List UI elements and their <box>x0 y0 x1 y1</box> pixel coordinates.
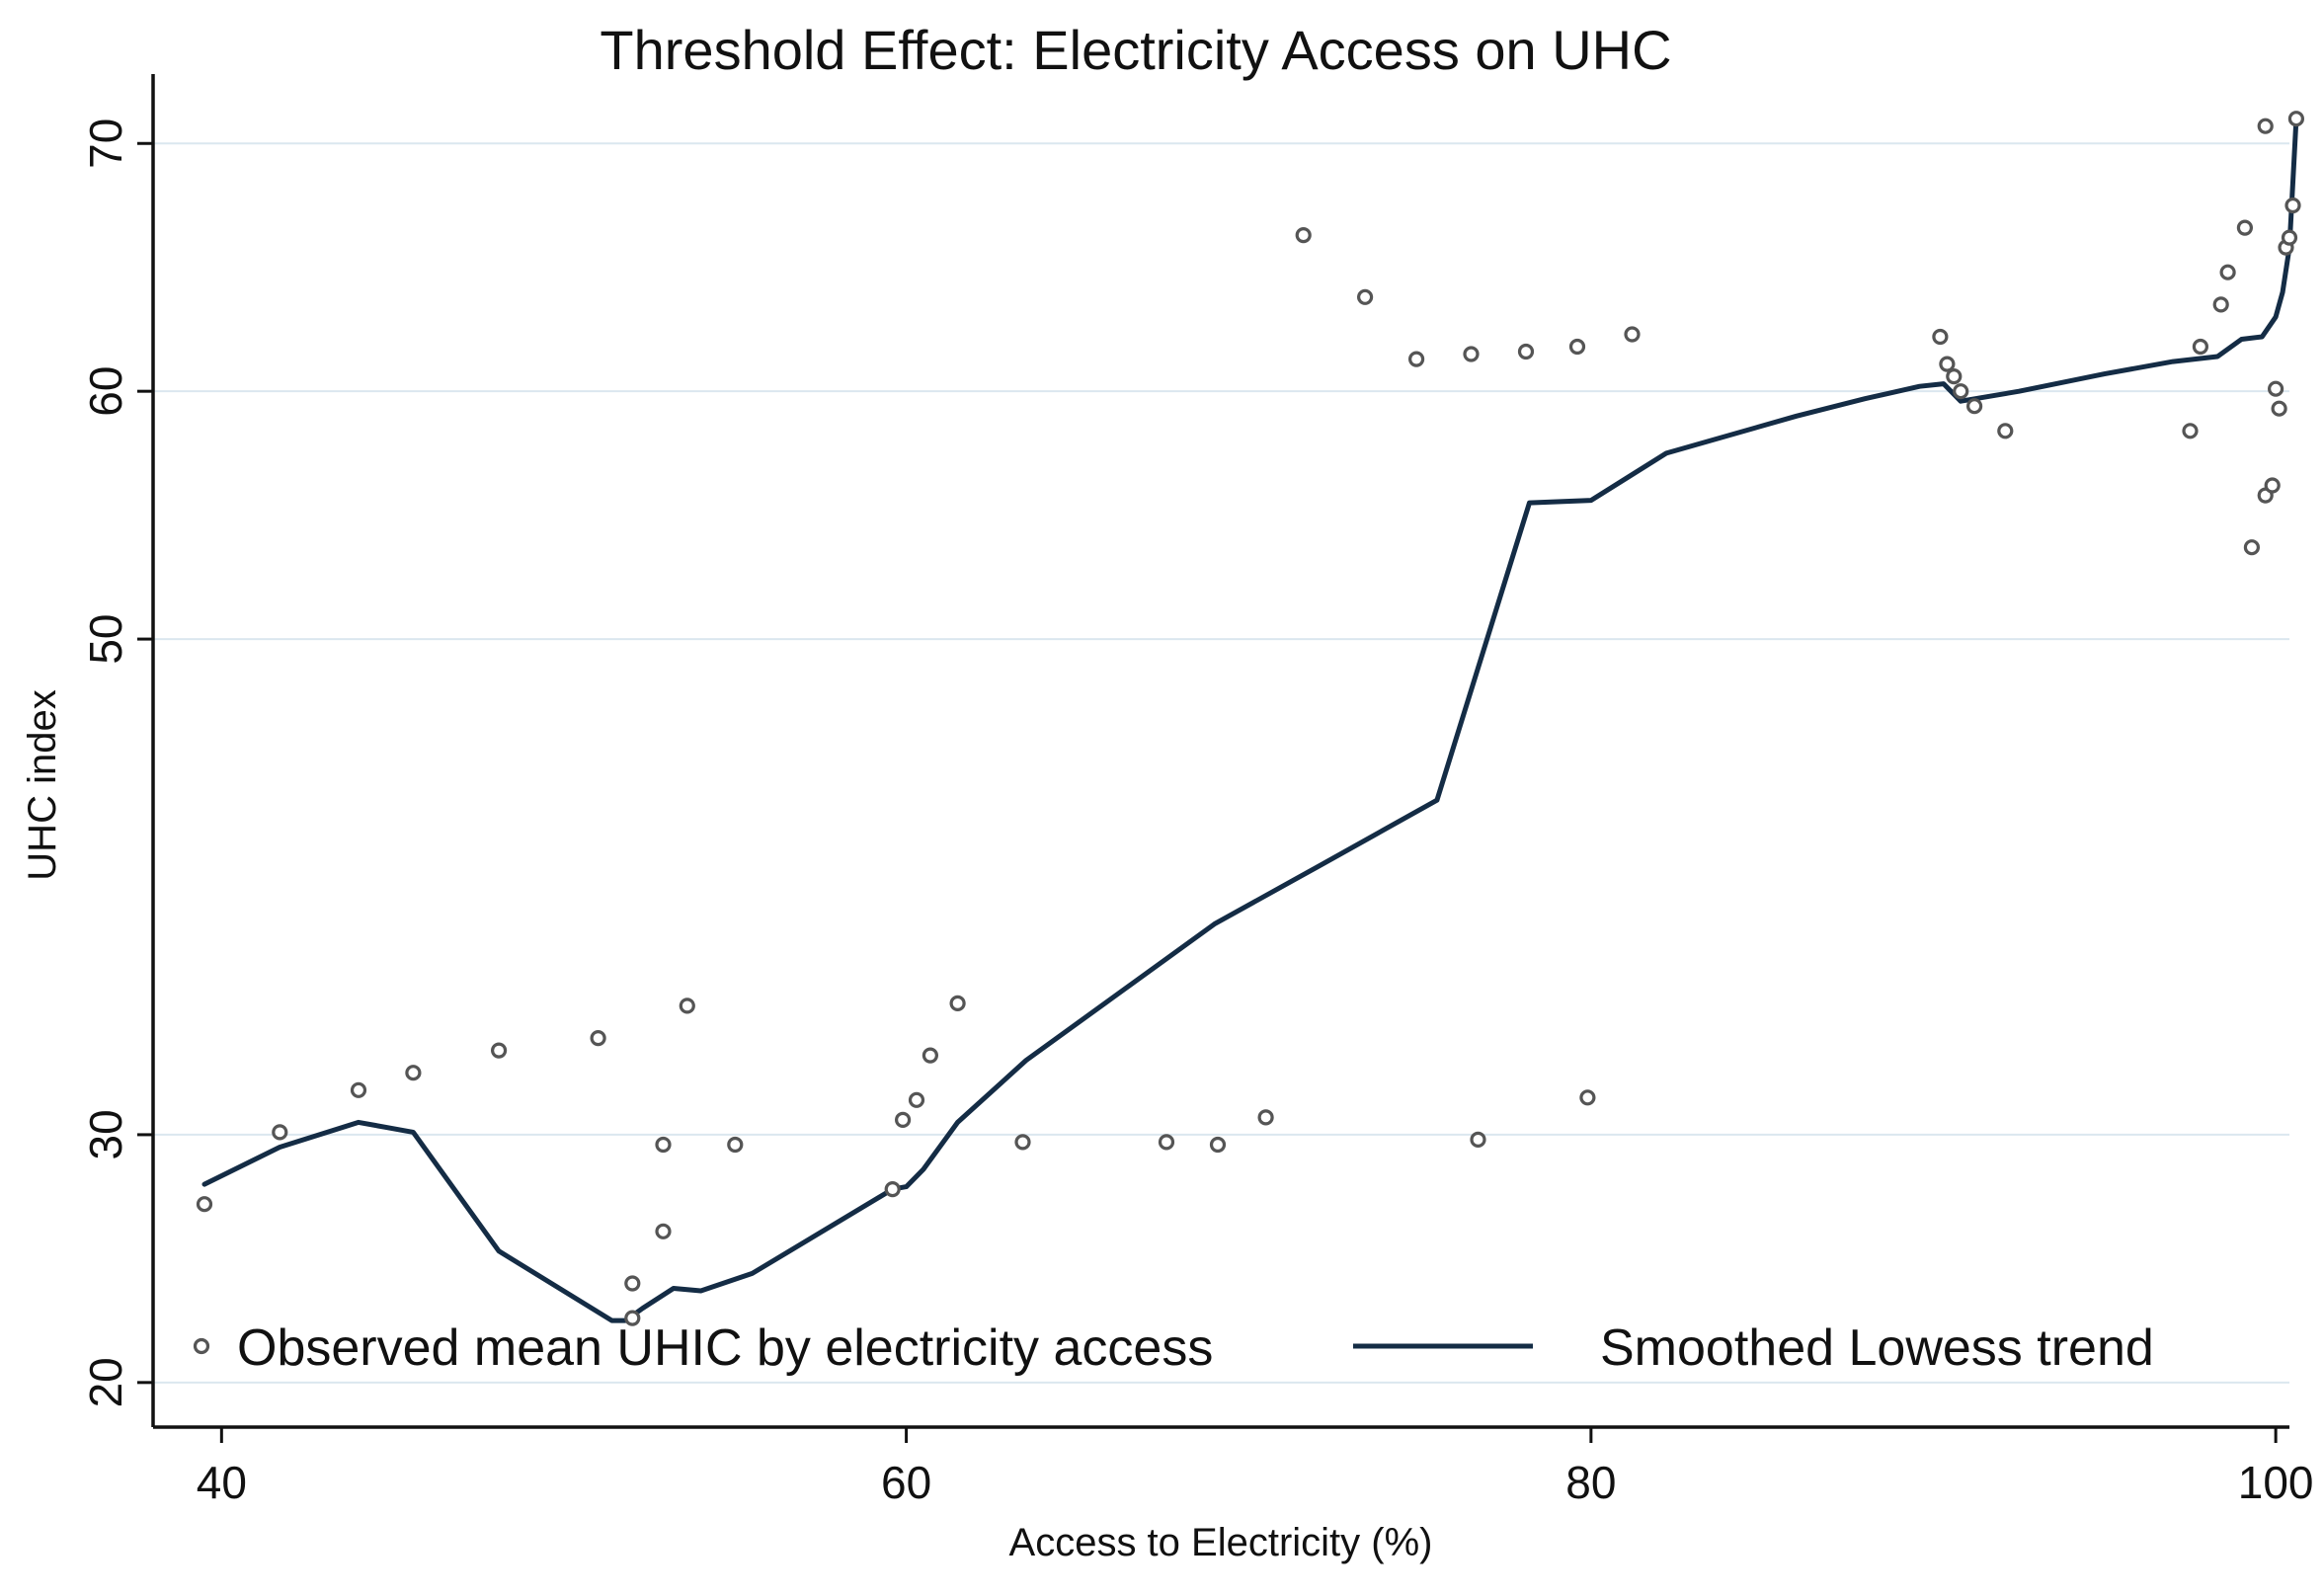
scatter-point <box>655 1136 672 1154</box>
scatter-point <box>1953 383 1969 400</box>
scatter-point <box>2264 477 2281 494</box>
scatter-point <box>2284 197 2301 214</box>
scatter-point <box>196 1196 213 1213</box>
scatter-point <box>1965 398 1983 415</box>
scatter-point <box>272 1124 288 1141</box>
scatter-point <box>1568 338 1586 356</box>
y-axis-label: UHC index <box>21 689 64 880</box>
scatter-point <box>1579 1089 1596 1106</box>
scatter-point <box>1257 1109 1274 1126</box>
axis-layer: 20 30 50 60 70 40 60 80 100 <box>80 74 2314 1508</box>
scatter-point <box>2219 264 2236 280</box>
y-tick-label: 20 <box>80 1357 131 1407</box>
chart-title: Threshold Effect: Electricity Access on … <box>600 19 1671 81</box>
scatter-point <box>894 1111 912 1129</box>
scatter-point <box>679 998 695 1014</box>
scatter-point <box>2281 229 2298 246</box>
scatter-point <box>2243 539 2260 556</box>
scatter-point <box>922 1047 939 1064</box>
scatter-point <box>624 1275 641 1292</box>
scatter-point <box>2268 380 2284 397</box>
scatter-point <box>655 1223 672 1239</box>
scatter-point <box>1209 1136 1227 1154</box>
scatter-point <box>1295 227 1312 244</box>
scatter-point <box>908 1091 925 1108</box>
scatter-point <box>624 1310 641 1326</box>
scatter-point <box>727 1136 744 1154</box>
scatter-point <box>350 1081 367 1098</box>
scatter-point <box>2257 118 2274 134</box>
scatter-point <box>884 1180 901 1198</box>
scatter-point <box>1939 356 1956 372</box>
scatter-point <box>405 1065 422 1081</box>
x-tick-label: 80 <box>1565 1457 1616 1508</box>
legend-scatter-marker <box>193 1337 210 1355</box>
scatter-point <box>1470 1131 1486 1149</box>
scatter-point <box>2271 400 2287 417</box>
scatter-point <box>2212 296 2229 313</box>
x-axis-label: Access to Electricity (%) <box>1009 1521 1433 1564</box>
grid-layer <box>153 142 2289 1384</box>
x-tick-label: 100 <box>2238 1457 2314 1508</box>
scatter-point <box>2182 423 2199 439</box>
scatter-point <box>1932 328 1949 346</box>
y-tick-label: 70 <box>80 119 131 169</box>
scatter-point <box>1158 1134 1175 1151</box>
y-tick-label: 60 <box>80 366 131 417</box>
scatter-point <box>1356 288 1374 305</box>
y-tick-label: 30 <box>80 1109 131 1159</box>
scatter-point <box>2236 219 2253 236</box>
scatter-point <box>1014 1134 1031 1151</box>
y-tick-label: 50 <box>80 614 131 665</box>
scatter-point <box>1517 343 1535 360</box>
legend-scatter-label: Observed mean UHIC by electricity access <box>237 1319 1213 1377</box>
scatter-point <box>2287 111 2304 127</box>
scatter-point <box>1997 423 2014 439</box>
scatter-point <box>1946 368 1963 385</box>
scatter-point <box>1463 346 1480 362</box>
scatter-point <box>2192 338 2208 356</box>
scatter-point <box>491 1042 508 1059</box>
scatter-point <box>1624 326 1641 343</box>
legend-line-label: Smoothed Lowess trend <box>1600 1319 2154 1377</box>
scatter-point <box>949 995 966 1012</box>
x-tick-label: 40 <box>197 1457 247 1508</box>
legend: Observed mean UHIC by electricity access… <box>193 1319 2154 1377</box>
mark-layer <box>196 111 2304 1326</box>
x-tick-label: 60 <box>881 1457 931 1508</box>
scatter-point <box>590 1029 606 1047</box>
scatter-point <box>1407 351 1425 367</box>
